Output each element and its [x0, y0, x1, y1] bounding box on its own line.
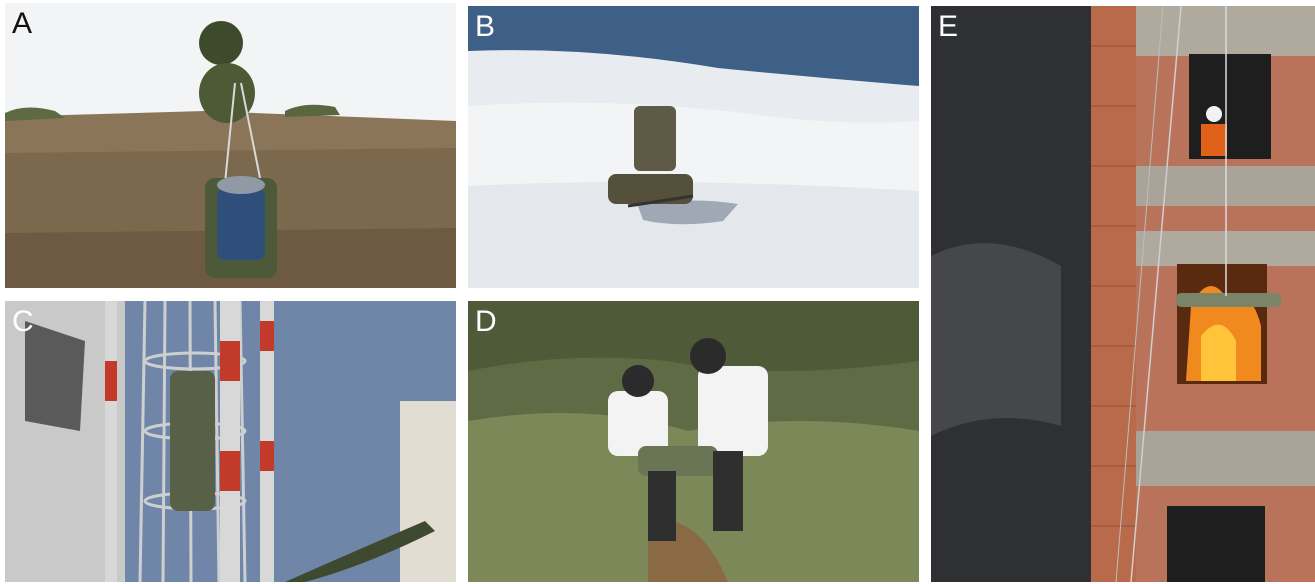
- panel-d: D: [468, 301, 919, 582]
- panel-label-d: D: [475, 305, 497, 338]
- panel-a-photo: [5, 3, 456, 288]
- panel-label-a: A: [12, 7, 33, 40]
- panel-c-photo: [5, 301, 456, 582]
- panel-e-photo: [931, 6, 1315, 582]
- panel-e: E: [931, 6, 1315, 582]
- panel-label-e: E: [938, 10, 959, 43]
- panel-c: C: [5, 301, 456, 582]
- panel-b: B: [468, 6, 919, 288]
- panel-label-b: B: [475, 10, 496, 43]
- panel-d-photo: [468, 301, 919, 582]
- panel-a: A: [5, 3, 456, 288]
- panel-label-c: C: [12, 305, 34, 338]
- panel-b-photo: [468, 6, 919, 288]
